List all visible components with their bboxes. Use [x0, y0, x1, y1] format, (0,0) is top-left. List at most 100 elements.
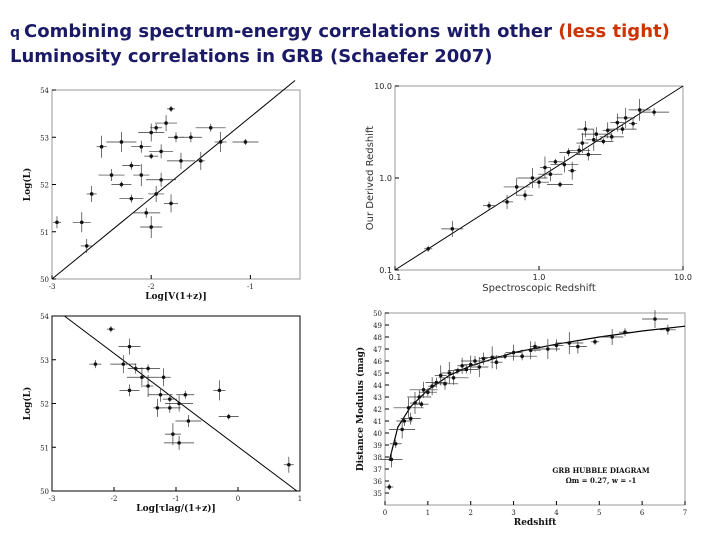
data-point [99, 144, 104, 149]
x-tick-label: 7 [683, 509, 687, 517]
y-tick-label: 0.1 [379, 266, 392, 275]
chart-hubble-diagram: 0 1 2 3 4 5 6 735363738394041424344454647484950… [355, 310, 687, 528]
data-point [169, 107, 173, 111]
data-point [637, 108, 642, 112]
y-axis-label: Distance Modulus (mag) [355, 347, 366, 471]
y-tick-label: 48 [373, 334, 382, 342]
slide-title: q Combining spectrum-energy correlations … [10, 20, 715, 69]
data-point [393, 442, 398, 446]
data-point [146, 366, 150, 371]
x-tick-label: -3 [49, 495, 56, 503]
y-tick-label: 43 [373, 394, 382, 402]
data-point [533, 344, 537, 349]
data-point [505, 200, 509, 204]
title-part-2: Luminosity correlations in GRB (Schaefer… [10, 46, 493, 67]
data-point [84, 244, 89, 248]
y-tick-label: 47 [373, 346, 382, 354]
x-tick-label: 1 [298, 495, 302, 503]
data-point [169, 201, 173, 206]
y-tick-label: 53 [40, 357, 49, 365]
data-point [443, 382, 447, 386]
data-point [537, 180, 541, 185]
data-point [586, 152, 591, 157]
y-tick-label: 53 [40, 134, 49, 142]
y-tick-label: 39 [373, 442, 382, 450]
data-point [548, 172, 553, 176]
data-point [127, 388, 132, 393]
title-highlight: (less tight) [558, 21, 670, 42]
data-point [460, 364, 464, 368]
data-point [129, 196, 134, 201]
data-point [426, 390, 430, 394]
data-point [554, 343, 559, 348]
y-tick-label: 51 [40, 229, 49, 237]
data-point [406, 406, 411, 410]
y-axis-label: Log(L) [22, 387, 33, 420]
data-point [631, 121, 635, 126]
x-tick-label: 5 [597, 509, 601, 517]
data-point [159, 149, 163, 154]
chart-lag-luminosity: -3 -2 -1 0 1 50 51 52 53 54 Log[τlag/(1+z)] Log(L) [22, 313, 302, 514]
data-point [601, 139, 606, 144]
chart-redshift-comparison: 0.1 1.0 10.0 0.1 1.0 10.0 Spectroscopic Redshi… [365, 82, 692, 294]
data-point [119, 140, 124, 144]
data-point [121, 362, 126, 366]
data-point [477, 365, 482, 369]
x-axis-label: Log[V(1+z)] [145, 291, 207, 302]
data-point [594, 132, 599, 136]
x-tick-label: 4 [554, 509, 559, 517]
title-part-1: Combining spectrum-energy correlations w… [24, 21, 559, 42]
data-point [421, 388, 426, 392]
data-point [93, 362, 98, 366]
data-point [514, 185, 519, 189]
data-point [154, 192, 158, 196]
y-tick-label: 54 [40, 87, 49, 95]
data-point [419, 402, 424, 406]
y-tick-label: 1.0 [379, 174, 392, 183]
y-tick-label: 10.0 [374, 82, 392, 91]
data-point [468, 362, 473, 367]
y-tick-label: 52 [40, 182, 49, 190]
data-point [620, 127, 625, 131]
data-point [450, 227, 455, 231]
data-point [543, 165, 547, 170]
data-point [653, 317, 657, 321]
data-point [171, 432, 175, 436]
data-point [89, 192, 94, 196]
y-axis-label: Our Derived Redshift [365, 126, 376, 231]
y-tick-label: 42 [373, 406, 382, 414]
data-point [666, 328, 670, 332]
data-point [520, 354, 524, 358]
data-point [154, 126, 158, 130]
x-axis-label: Log[τlag/(1+z)] [136, 503, 215, 514]
data-point [127, 344, 132, 349]
y-tick-label: 49 [373, 322, 382, 330]
data-point [511, 350, 516, 355]
y-tick-label: 37 [373, 466, 382, 474]
x-axis-label: Redshift [514, 518, 557, 528]
data-point [161, 375, 166, 380]
y-tick-label: 35 [373, 490, 382, 498]
data-point [177, 401, 181, 406]
data-point [186, 419, 191, 423]
y-tick-label: 38 [373, 454, 382, 462]
data-point [119, 182, 124, 187]
data-point [146, 384, 150, 388]
data-point [593, 340, 597, 344]
data-point [580, 141, 585, 145]
data-point [494, 360, 499, 364]
data-point [566, 150, 571, 155]
data-point [144, 211, 149, 215]
data-point [562, 162, 567, 167]
x-tick-label: -2 [148, 283, 155, 291]
data-point [189, 135, 193, 140]
data-point [217, 388, 222, 393]
x-tick-label: -1 [173, 495, 180, 503]
data-point [177, 441, 181, 445]
data-point [149, 225, 153, 229]
data-point [243, 140, 248, 144]
x-tick-label: 2 [468, 509, 472, 517]
x-tick-label: -1 [247, 283, 254, 291]
y-axis-label: Log(L) [22, 168, 33, 201]
data-point [179, 159, 183, 163]
